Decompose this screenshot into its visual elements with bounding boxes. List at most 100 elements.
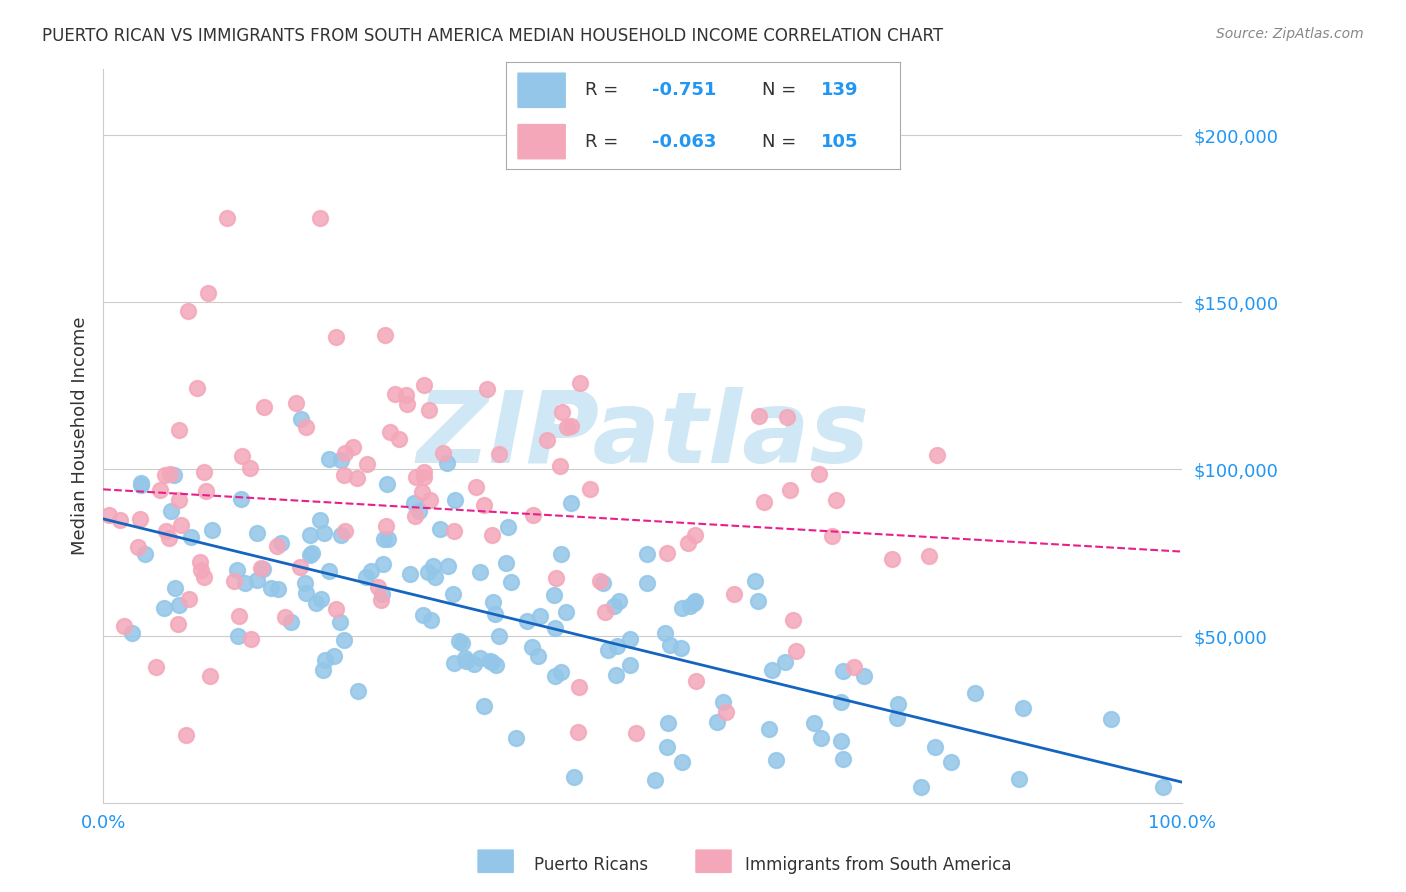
Point <box>776 410 799 425</box>
Point <box>568 680 591 694</box>
Point <box>145 659 167 673</box>
Point <box>413 465 436 479</box>
Point <box>436 456 458 470</box>
Point <box>593 605 616 619</box>
Point <box>153 468 176 483</box>
Point <box>1099 712 1122 726</box>
Point <box>468 566 491 580</box>
Point <box>328 615 350 630</box>
Point <box>543 588 565 602</box>
Point <box>607 593 630 607</box>
Point <box>405 470 427 484</box>
Point <box>589 574 612 588</box>
Point <box>194 483 217 498</box>
Point <box>121 626 143 640</box>
Point <box>560 496 582 510</box>
Point <box>180 530 202 544</box>
Point <box>495 556 517 570</box>
Point <box>325 601 347 615</box>
Point <box>295 420 318 434</box>
Point <box>290 412 312 426</box>
Point <box>685 528 707 542</box>
Point <box>295 586 318 600</box>
Point <box>375 519 398 533</box>
Point <box>233 575 256 590</box>
Point <box>408 504 430 518</box>
Point <box>129 512 152 526</box>
Point <box>176 728 198 742</box>
Point <box>671 601 693 615</box>
Point <box>404 509 426 524</box>
Point <box>240 632 263 646</box>
Point <box>377 532 399 546</box>
Point <box>485 657 508 672</box>
Point <box>606 640 628 654</box>
Point <box>373 533 395 547</box>
Point <box>308 211 330 225</box>
Point <box>449 634 471 648</box>
Point <box>167 617 190 632</box>
Point <box>413 378 436 392</box>
Point <box>679 599 702 613</box>
Point <box>711 696 734 710</box>
Point <box>886 711 908 725</box>
Point <box>301 546 323 560</box>
Point <box>346 470 368 484</box>
Text: N =: N = <box>762 133 801 151</box>
Y-axis label: Median Household Income: Median Household Income <box>72 317 89 555</box>
Point <box>299 549 322 563</box>
Point <box>360 564 382 578</box>
Point <box>225 563 247 577</box>
Point <box>342 440 364 454</box>
Point <box>167 423 190 437</box>
Point <box>488 629 510 643</box>
Text: N =: N = <box>762 81 801 99</box>
Point <box>557 420 579 434</box>
Point <box>520 640 543 654</box>
FancyBboxPatch shape <box>517 125 565 159</box>
Point <box>395 388 418 402</box>
Point <box>481 595 503 609</box>
Point <box>354 570 377 584</box>
Point <box>832 664 855 678</box>
Point <box>155 524 177 538</box>
Point <box>165 581 187 595</box>
Point <box>779 483 801 497</box>
Point <box>437 558 460 573</box>
Point <box>266 582 288 597</box>
Point <box>963 686 986 700</box>
Point <box>373 557 395 571</box>
Text: Source: ZipAtlas.com: Source: ZipAtlas.com <box>1216 27 1364 41</box>
Point <box>592 576 614 591</box>
Point <box>309 591 332 606</box>
Point <box>190 563 212 577</box>
Point <box>246 525 269 540</box>
Point <box>808 467 831 481</box>
Text: 105: 105 <box>821 133 859 151</box>
Point <box>186 381 208 395</box>
Point <box>193 570 215 584</box>
Point <box>153 601 176 615</box>
Point <box>298 527 321 541</box>
Point <box>423 570 446 584</box>
Point <box>678 536 700 550</box>
Point <box>544 621 567 635</box>
Point <box>325 329 347 343</box>
Point <box>752 495 775 509</box>
Point <box>465 480 488 494</box>
Point <box>550 665 572 679</box>
Point <box>347 684 370 698</box>
Point <box>1012 701 1035 715</box>
Point <box>925 448 948 462</box>
Point <box>201 524 224 538</box>
Point <box>619 632 641 646</box>
Point <box>655 545 678 559</box>
Point <box>294 575 316 590</box>
Point <box>522 508 544 523</box>
Point <box>375 477 398 491</box>
Point <box>669 641 692 656</box>
Point <box>551 405 574 419</box>
Point <box>654 626 676 640</box>
Point <box>636 547 658 561</box>
Point <box>127 541 149 555</box>
